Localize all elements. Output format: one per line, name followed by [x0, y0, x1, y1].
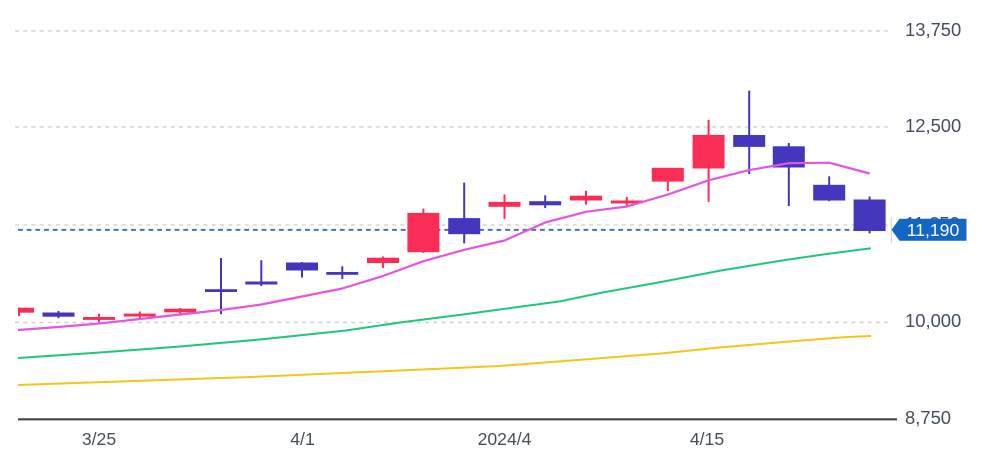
svg-text:4/1: 4/1 — [290, 429, 314, 449]
svg-text:11,190: 11,190 — [907, 220, 960, 240]
svg-text:4/15: 4/15 — [690, 429, 724, 449]
svg-text:12,500: 12,500 — [905, 115, 961, 136]
svg-text:8,750: 8,750 — [905, 407, 951, 428]
svg-text:13,750: 13,750 — [905, 19, 961, 40]
svg-text:3/25: 3/25 — [82, 429, 116, 449]
svg-text:2024/4: 2024/4 — [478, 429, 532, 449]
svg-text:10,000: 10,000 — [905, 310, 961, 331]
